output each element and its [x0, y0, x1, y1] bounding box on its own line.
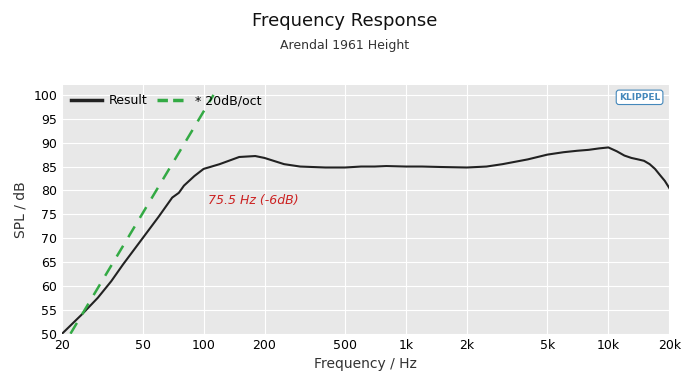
Text: Arendal 1961 Height: Arendal 1961 Height: [280, 39, 410, 52]
Text: KLIPPEL: KLIPPEL: [619, 93, 660, 102]
Legend: Result, * 20dB/oct: Result, * 20dB/oct: [68, 92, 264, 110]
Text: 75.5 Hz (-6dB): 75.5 Hz (-6dB): [208, 194, 299, 207]
Y-axis label: SPL / dB: SPL / dB: [14, 181, 28, 238]
X-axis label: Frequency / Hz: Frequency / Hz: [314, 357, 417, 371]
Text: Frequency Response: Frequency Response: [253, 12, 437, 29]
